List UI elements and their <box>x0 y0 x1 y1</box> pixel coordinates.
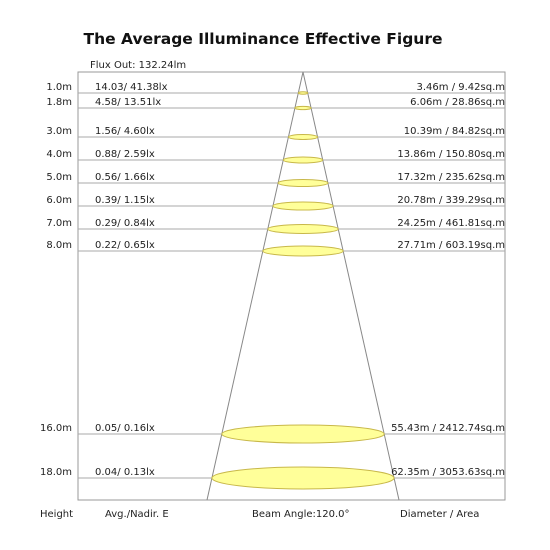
footer-avg: Avg./Nadir. E <box>105 509 169 520</box>
height-label: 8.0m <box>46 240 72 251</box>
diameter-area-label: 20.78m / 339.29sq.m <box>397 195 505 206</box>
height-label: 4.0m <box>46 149 72 160</box>
light-spot <box>272 201 334 211</box>
avg-nadir-label: 4.58/ 13.51lx <box>95 97 161 108</box>
footer-diameter: Diameter / Area <box>400 509 479 520</box>
avg-nadir-label: 0.39/ 1.15lx <box>95 195 155 206</box>
height-label: 1.0m <box>46 82 72 93</box>
height-label: 7.0m <box>46 218 72 229</box>
avg-nadir-label: 0.29/ 0.84lx <box>95 218 155 229</box>
light-spot <box>211 466 395 490</box>
avg-nadir-label: 1.56/ 4.60lx <box>95 126 155 137</box>
light-spot <box>262 245 344 257</box>
avg-nadir-label: 0.56/ 1.66lx <box>95 172 155 183</box>
light-spot <box>297 91 309 95</box>
height-label: 6.0m <box>46 195 72 206</box>
height-label: 16.0m <box>40 423 72 434</box>
light-spot <box>277 179 329 187</box>
height-label: 1.8m <box>46 97 72 108</box>
frame <box>77 71 506 501</box>
diameter-area-label: 27.71m / 603.19sq.m <box>397 240 505 251</box>
diameter-area-label: 55.43m / 2412.74sq.m <box>391 423 505 434</box>
light-spot <box>267 224 339 234</box>
diameter-area-label: 3.46m / 9.42sq.m <box>417 82 505 93</box>
light-spot <box>282 156 324 164</box>
height-label: 18.0m <box>40 467 72 478</box>
diameter-area-label: 6.06m / 28.86sq.m <box>410 97 505 108</box>
avg-nadir-label: 0.04/ 0.13lx <box>95 467 155 478</box>
avg-nadir-label: 0.05/ 0.16lx <box>95 423 155 434</box>
height-label: 3.0m <box>46 126 72 137</box>
diameter-area-label: 24.25m / 461.81sq.m <box>397 218 505 229</box>
light-spot <box>287 134 319 140</box>
diameter-area-label: 13.86m / 150.80sq.m <box>397 149 505 160</box>
height-label: 5.0m <box>46 172 72 183</box>
avg-nadir-label: 14.03/ 41.38lx <box>95 82 168 93</box>
diameter-area-label: 17.32m / 235.62sq.m <box>397 172 505 183</box>
diameter-area-label: 10.39m / 84.82sq.m <box>404 126 505 137</box>
cone-edge <box>206 71 304 501</box>
title: The Average Illuminance Effective Figure <box>84 30 443 48</box>
flux-out: Flux Out: 132.24lm <box>90 60 186 71</box>
footer-beam-angle: Beam Angle:120.0° <box>252 509 350 520</box>
avg-nadir-label: 0.88/ 2.59lx <box>95 149 155 160</box>
cone-edge <box>302 71 400 501</box>
footer-height: Height <box>40 509 73 520</box>
light-spot <box>221 424 385 444</box>
diameter-area-label: 62.35m / 3053.63sq.m <box>391 467 505 478</box>
light-spot <box>294 105 312 111</box>
avg-nadir-label: 0.22/ 0.65lx <box>95 240 155 251</box>
